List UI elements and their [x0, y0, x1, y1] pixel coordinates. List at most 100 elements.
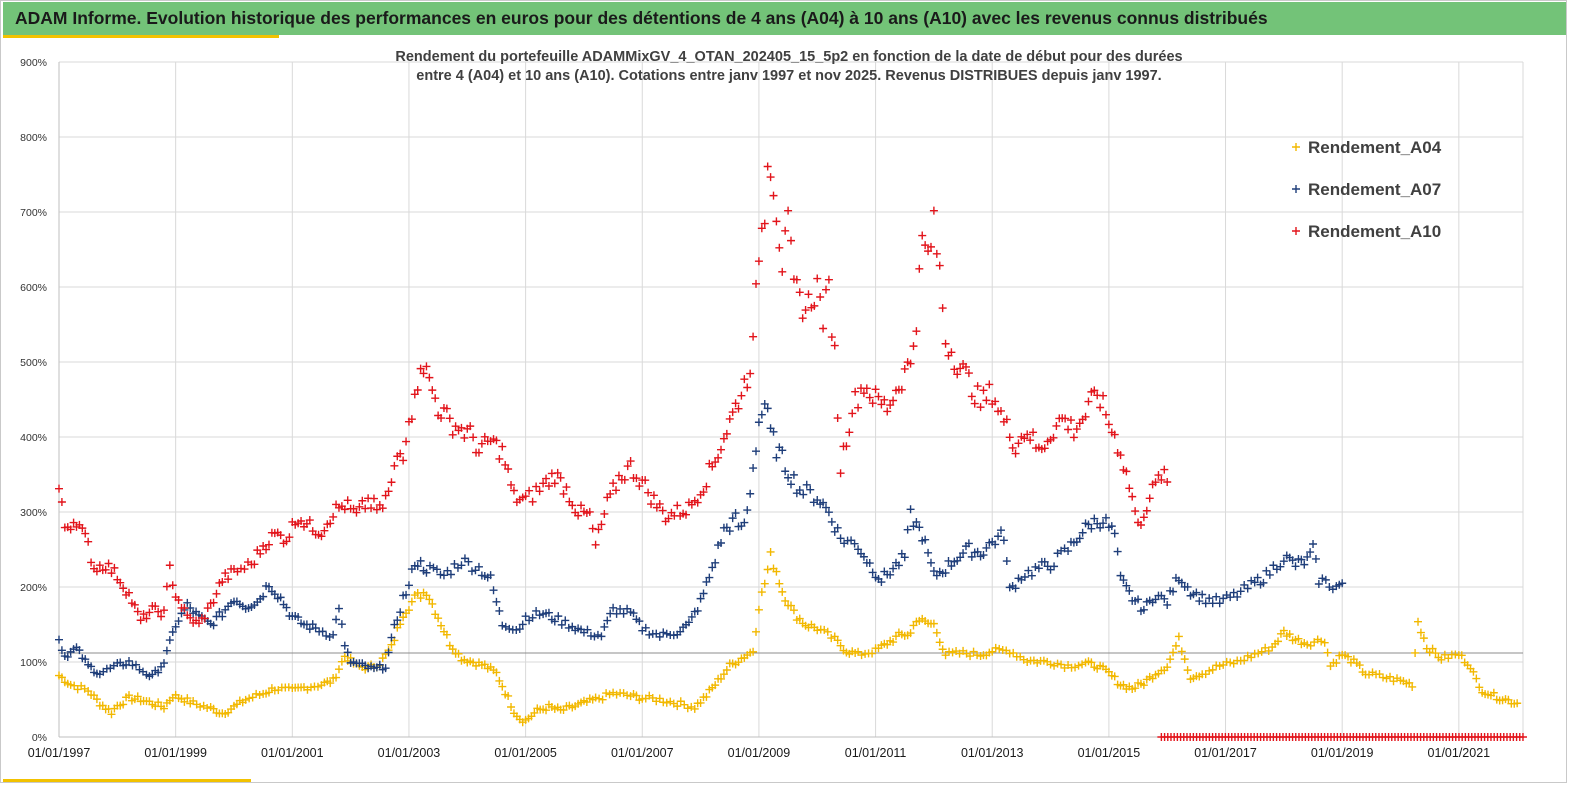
point-Rendement_A04 [1285, 630, 1294, 639]
point-Rendement_A10 [985, 380, 994, 389]
point-Rendement_A04 [833, 636, 842, 645]
point-Rendement_A10 [194, 619, 203, 628]
point-Rendement_A10 [154, 607, 163, 616]
point-Rendement_A10 [507, 480, 516, 489]
point-Rendement_A10 [1029, 428, 1038, 437]
point-Rendement_A10 [862, 384, 871, 393]
point-Rendement_A10 [209, 598, 218, 607]
point-Rendement_A07 [760, 399, 769, 408]
point-Rendement_A10 [378, 504, 387, 513]
point-Rendement_A10 [142, 614, 151, 623]
point-Rendement_A10 [877, 400, 886, 409]
point-Rendement_A07 [705, 573, 714, 582]
point-Rendement_A07 [1034, 564, 1043, 573]
point-Rendement_A10 [883, 407, 892, 416]
point-Rendement_A07 [994, 532, 1003, 541]
point-Rendement_A04 [991, 643, 1000, 652]
point-Rendement_A10 [136, 616, 145, 625]
point-Rendement_A10 [967, 392, 976, 401]
x-tick-label: 01/01/2021 [1428, 746, 1491, 760]
point-Rendement_A04 [334, 665, 343, 674]
point-Rendement_A10 [734, 404, 743, 413]
point-Rendement_A07 [471, 566, 480, 575]
point-Rendement_A10 [1014, 439, 1023, 448]
point-Rendement_A07 [425, 561, 434, 570]
point-Rendement_A07 [1338, 579, 1347, 588]
point-Rendement_A10 [448, 430, 457, 439]
point-Rendement_A07 [819, 498, 828, 507]
point-Rendement_A10 [568, 501, 577, 510]
point-Rendement_A07 [528, 613, 537, 622]
y-axis-ticks: 0% 100% 200% 300% 400% 500% 600% 700% 800% 900% [20, 57, 47, 744]
point-Rendement_A04 [442, 630, 451, 639]
point-Rendement_A10 [372, 505, 381, 514]
point-Rendement_A07 [1303, 552, 1312, 561]
point-Rendement_A10 [1084, 397, 1093, 406]
point-Rendement_A04 [1183, 666, 1192, 675]
point-Rendement_A10 [874, 392, 883, 401]
point-Rendement_A07 [492, 597, 501, 606]
point-Rendement_A04 [1177, 647, 1186, 656]
point-Rendement_A10 [539, 479, 548, 488]
point-Rendement_A04 [1247, 653, 1256, 662]
point-Rendement_A07 [702, 577, 711, 586]
point-Rendement_A04 [1416, 628, 1425, 637]
point-Rendement_A07 [836, 534, 845, 543]
point-Rendement_A07 [915, 523, 924, 532]
point-Rendement_A07 [1078, 528, 1087, 537]
point-Rendement_A07 [1024, 566, 1033, 575]
point-Rendement_A10 [649, 491, 658, 500]
point-Rendement_A10 [387, 478, 396, 487]
point-Rendement_A10 [544, 482, 553, 491]
point-Rendement_A07 [1020, 573, 1029, 582]
point-Rendement_A07 [731, 509, 740, 518]
point-Rendement_A10 [886, 401, 895, 410]
point-Rendement_A10 [606, 489, 615, 498]
point-Rendement_A07 [1269, 561, 1278, 570]
point-Rendement_A10 [961, 362, 970, 371]
point-Rendement_A10 [1104, 420, 1113, 429]
point-Rendement_A04 [932, 628, 941, 637]
point-Rendement_A10 [101, 565, 110, 574]
point-Rendement_A04 [480, 660, 489, 669]
point-Rendement_A10 [1061, 414, 1070, 423]
point-Rendement_A04 [757, 588, 766, 597]
point-Rendement_A10 [1128, 492, 1137, 501]
point-Rendement_A10 [623, 462, 632, 471]
point-Rendement_A07 [124, 656, 133, 665]
point-Rendement_A07 [859, 552, 868, 561]
point-Rendement_A10 [119, 584, 128, 593]
point-Rendement_A10 [498, 442, 507, 451]
point-Rendement_A07 [799, 490, 808, 499]
point-Rendement_A10 [970, 399, 979, 408]
x-tick-label: 01/01/2007 [611, 746, 674, 760]
point-Rendement_A07 [1087, 524, 1096, 533]
point-Rendement_A07 [171, 622, 180, 631]
point-Rendement_A04 [1332, 659, 1341, 668]
point-Rendement_A10 [932, 249, 941, 258]
point-Rendement_A10 [562, 483, 571, 492]
point-Rendement_A07 [564, 623, 573, 632]
point-Rendement_A07 [429, 563, 438, 572]
point-Rendement_A10 [673, 501, 682, 510]
point-Rendement_A10 [203, 604, 212, 613]
point-Rendement_A10 [588, 524, 597, 533]
point-Rendement_A10 [868, 399, 877, 408]
point-Rendement_A04 [823, 627, 832, 636]
point-Rendement_A04 [1431, 649, 1440, 658]
point-Rendement_A04 [264, 688, 273, 697]
y-tick-label: 500% [20, 357, 47, 369]
point-Rendement_A10 [55, 484, 63, 493]
point-Rendement_A07 [635, 617, 644, 626]
point-Rendement_A10 [845, 428, 854, 437]
point-Rendement_A04 [948, 648, 957, 657]
report-title: ADAM Informe. Evolution historique des p… [15, 8, 1268, 28]
point-Rendement_A10 [240, 565, 249, 574]
point-Rendement_A04 [1294, 634, 1303, 643]
point-Rendement_A04 [159, 704, 168, 713]
point-Rendement_A07 [329, 630, 338, 639]
point-Rendement_A10 [66, 525, 75, 534]
point-Rendement_A04 [92, 695, 101, 704]
point-Rendement_A07 [1314, 580, 1323, 589]
point-Rendement_A07 [264, 582, 273, 591]
